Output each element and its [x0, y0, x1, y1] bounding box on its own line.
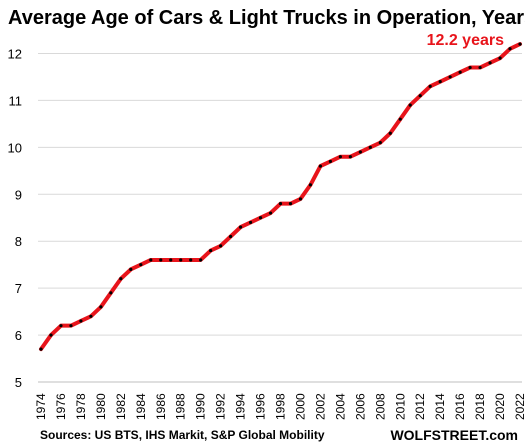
annotation-label: 12.2 years [427, 32, 505, 49]
data-point [258, 216, 263, 220]
x-tick-label: 2014 [433, 393, 447, 420]
y-tick-label: 9 [15, 187, 22, 202]
data-point [49, 333, 53, 337]
y-tick-label: 7 [15, 281, 22, 296]
data-point [428, 84, 432, 88]
y-tick-label: 8 [15, 234, 22, 249]
x-tick-label: 2016 [453, 393, 467, 420]
x-tick-label: 1994 [234, 393, 248, 420]
data-point [238, 225, 243, 229]
data-point [159, 258, 163, 262]
x-tick-label: 1996 [254, 393, 268, 420]
data-point [338, 155, 342, 159]
x-tick-label: 2002 [313, 393, 327, 420]
data-point [189, 258, 193, 262]
data-point [39, 347, 43, 351]
x-axis-ticks: 1974 1976 1978 1980 1982 1984 1986 1988 1990 1992… [34, 393, 525, 420]
series-layer [39, 42, 522, 352]
x-tick-label: 2012 [413, 393, 427, 420]
data-point [448, 75, 452, 79]
x-tick-label: 1986 [154, 393, 168, 420]
data-point [478, 65, 482, 70]
data-point [398, 117, 402, 121]
data-point [268, 211, 273, 215]
data-point [358, 150, 362, 154]
data-point [99, 305, 103, 309]
data-point [298, 197, 303, 201]
x-tick-label: 1980 [94, 393, 108, 420]
x-tick-label: 2010 [393, 393, 407, 420]
data-point [119, 277, 123, 281]
data-point [318, 164, 323, 168]
data-point [139, 263, 143, 267]
data-point [109, 291, 113, 295]
data-point [368, 145, 372, 149]
data-point [498, 56, 502, 60]
data-point [229, 234, 233, 239]
data-point [278, 202, 283, 206]
data-point [209, 248, 213, 253]
data-point [348, 155, 352, 159]
x-tick-label: 1976 [54, 393, 68, 420]
data-point [468, 65, 472, 70]
y-tick-label: 5 [15, 375, 22, 390]
data-point [79, 319, 83, 323]
x-tick-label: 1998 [274, 393, 288, 420]
x-tick-label: 2022 [513, 393, 525, 420]
data-point [508, 47, 512, 51]
x-tick-label: 2008 [373, 393, 387, 420]
data-point [69, 324, 73, 328]
data-point [518, 42, 522, 46]
y-tick-label: 10 [8, 140, 22, 155]
series-line [39, 42, 522, 352]
data-point [418, 94, 422, 98]
data-point [488, 61, 492, 65]
gridlines [38, 52, 522, 383]
x-tick-label: 1988 [174, 393, 188, 420]
data-point [59, 324, 63, 328]
data-point [408, 103, 412, 107]
y-tick-label: 12 [8, 46, 22, 61]
data-point [179, 258, 183, 262]
x-tick-label: 1992 [214, 393, 228, 420]
data-point [199, 258, 203, 262]
data-point [458, 70, 462, 74]
x-tick-label: 1990 [194, 393, 208, 420]
data-point [248, 220, 253, 225]
brand-label: WOLFSTREET.com [390, 427, 518, 443]
source-note: Sources: US BTS, IHS Markit, S&P Global … [40, 428, 325, 442]
x-tick-label: 2006 [353, 393, 367, 420]
x-tick-label: 1974 [34, 393, 48, 420]
x-tick-label: 2018 [473, 393, 487, 420]
x-tick-label: 1984 [134, 393, 148, 420]
x-tick-label: 2020 [493, 393, 507, 420]
data-point [328, 159, 332, 164]
y-tick-label: 6 [15, 328, 22, 343]
marker-layer [39, 42, 522, 351]
data-point [438, 80, 442, 84]
chart-title: Average Age of Cars & Light Trucks in Op… [8, 7, 525, 29]
x-tick-label: 2000 [293, 393, 307, 420]
data-point [149, 258, 153, 262]
x-tick-label: 2004 [333, 393, 347, 420]
data-point [288, 202, 293, 206]
data-point [169, 258, 173, 262]
x-tick-label: 1982 [114, 393, 128, 420]
data-point [308, 183, 313, 187]
data-point [388, 131, 392, 135]
data-point [89, 314, 93, 318]
y-tick-label: 11 [9, 93, 23, 108]
y-axis-ticks: 5 6 7 8 9 10 11 12 [8, 46, 22, 390]
data-point [219, 244, 223, 248]
x-tick-label: 1978 [74, 393, 88, 420]
data-point [378, 141, 382, 145]
data-point [129, 267, 133, 271]
